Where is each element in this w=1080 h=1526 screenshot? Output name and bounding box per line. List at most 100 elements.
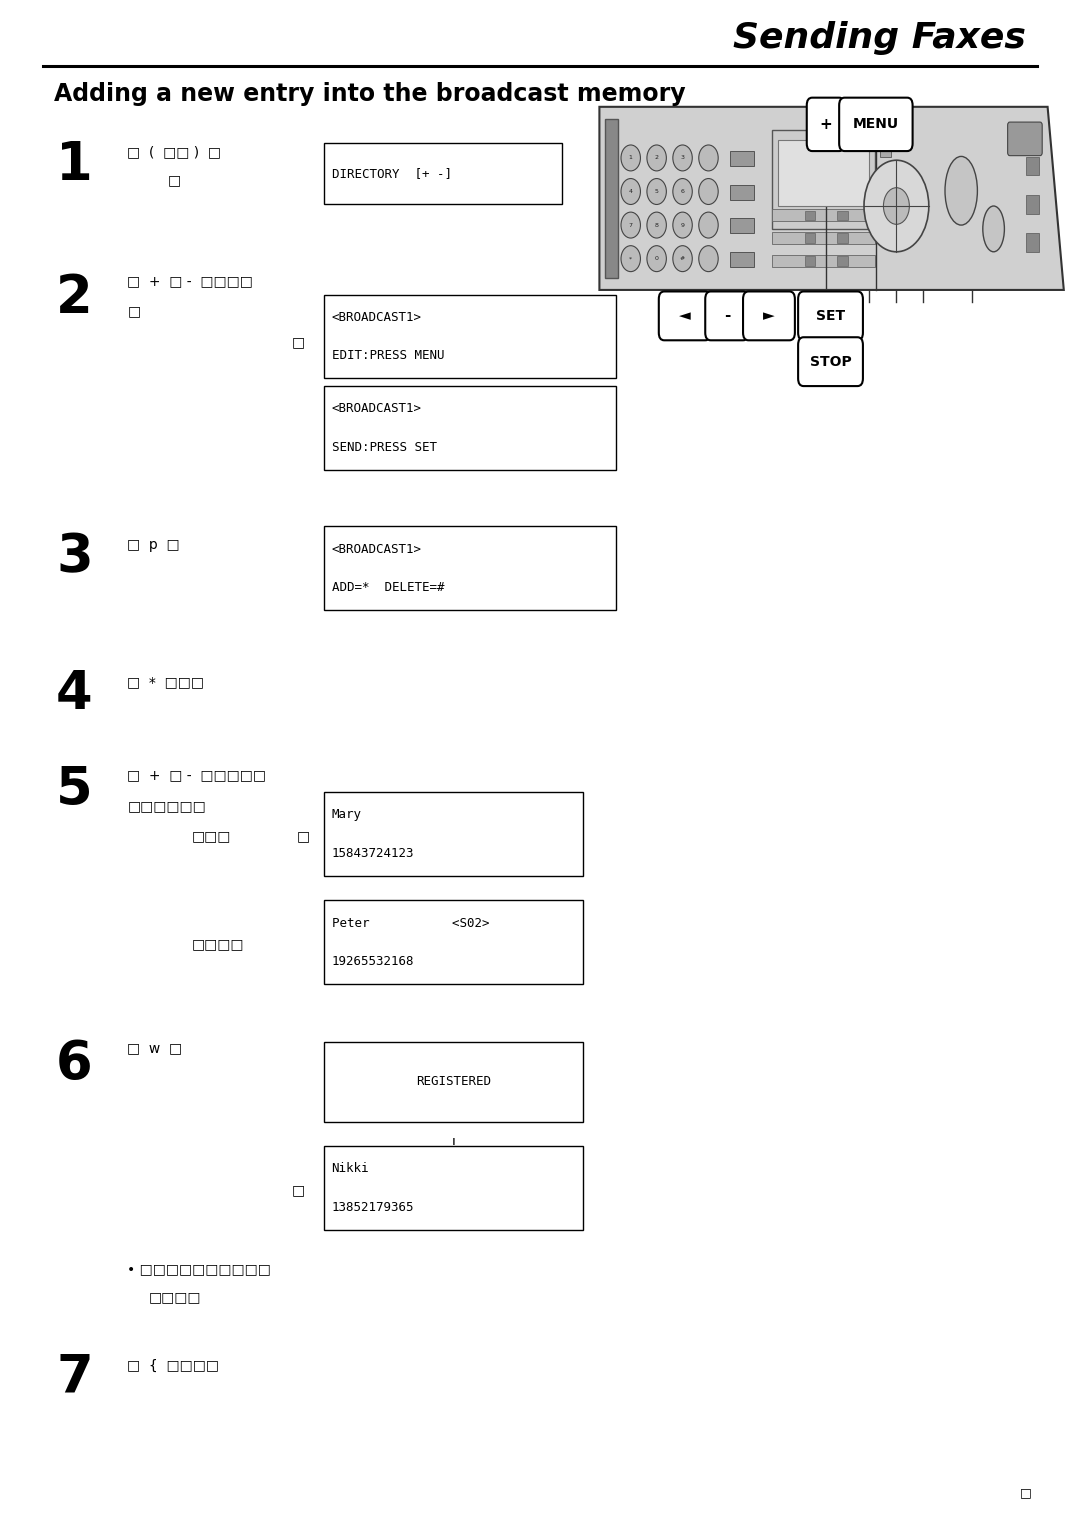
Text: □  {  □□□□: □ { □□□□ (127, 1358, 219, 1373)
FancyBboxPatch shape (324, 526, 616, 610)
Text: !: ! (450, 1137, 457, 1152)
Ellipse shape (945, 156, 977, 224)
Text: <BROADCAST1>: <BROADCAST1> (332, 403, 421, 415)
Circle shape (864, 160, 929, 252)
Ellipse shape (621, 246, 640, 272)
Text: ◄: ◄ (679, 308, 690, 324)
Text: □: □ (292, 334, 305, 349)
Text: MENU: MENU (853, 118, 899, 131)
FancyBboxPatch shape (659, 291, 711, 340)
Bar (805, 233, 815, 243)
Text: 19265532168: 19265532168 (332, 955, 414, 967)
Text: 8: 8 (654, 223, 659, 227)
FancyBboxPatch shape (839, 98, 913, 151)
FancyBboxPatch shape (324, 1042, 583, 1122)
FancyBboxPatch shape (798, 291, 863, 340)
Text: 1: 1 (629, 156, 633, 160)
FancyBboxPatch shape (324, 792, 583, 876)
Text: 9: 9 (680, 223, 685, 227)
Ellipse shape (699, 212, 718, 238)
FancyBboxPatch shape (772, 130, 875, 229)
Text: 5: 5 (654, 189, 659, 194)
Text: ►: ► (764, 308, 774, 324)
Bar (772, 255, 875, 267)
Text: □  *  □□□: □ * □□□ (127, 674, 204, 690)
Ellipse shape (621, 145, 640, 171)
Text: □: □ (292, 1183, 305, 1198)
Bar (837, 256, 848, 266)
FancyBboxPatch shape (324, 386, 616, 470)
Bar (1026, 157, 1039, 175)
Text: 5: 5 (56, 765, 93, 816)
Text: Nikki: Nikki (332, 1163, 369, 1175)
Text: □: □ (167, 172, 180, 188)
Text: □  p  □: □ p □ (127, 537, 180, 552)
Bar (837, 233, 848, 243)
Bar (730, 185, 754, 200)
Bar (772, 209, 875, 221)
Text: □: □ (127, 304, 140, 319)
Text: *: * (630, 256, 632, 261)
Ellipse shape (699, 179, 718, 204)
FancyBboxPatch shape (798, 337, 863, 386)
Text: 3: 3 (680, 156, 685, 160)
Text: REGISTERED: REGISTERED (416, 1076, 491, 1088)
Bar (805, 256, 815, 266)
Text: EDIT:PRESS MENU: EDIT:PRESS MENU (332, 349, 444, 362)
Text: 4: 4 (629, 189, 633, 194)
Circle shape (883, 188, 909, 224)
FancyBboxPatch shape (807, 98, 845, 151)
Ellipse shape (647, 145, 666, 171)
Bar (730, 151, 754, 166)
FancyBboxPatch shape (324, 900, 583, 984)
Text: □  +  □ -  □□□□□: □ + □ - □□□□□ (127, 768, 267, 783)
Text: □□□□: □□□□ (192, 937, 245, 952)
Text: SET: SET (816, 308, 845, 324)
Text: □  w  □: □ w □ (127, 1041, 183, 1056)
Text: SEND:PRESS SET: SEND:PRESS SET (332, 441, 436, 453)
Text: 2: 2 (56, 272, 93, 324)
FancyBboxPatch shape (743, 291, 795, 340)
FancyBboxPatch shape (605, 119, 618, 278)
FancyBboxPatch shape (778, 140, 869, 206)
Text: □□□□□□: □□□□□□ (127, 798, 206, 813)
Text: <BROADCAST1>: <BROADCAST1> (332, 311, 421, 324)
Text: □: □ (1020, 1486, 1031, 1499)
Text: Mary: Mary (332, 809, 362, 821)
Text: 7: 7 (629, 223, 633, 227)
Text: <BROADCAST1>: <BROADCAST1> (332, 543, 421, 555)
Text: 4: 4 (56, 668, 93, 720)
Bar (805, 211, 815, 220)
Ellipse shape (983, 206, 1004, 252)
Polygon shape (599, 107, 1064, 290)
Bar (1026, 233, 1039, 252)
Ellipse shape (699, 246, 718, 272)
Text: □□□□: □□□□ (149, 1289, 202, 1305)
Text: 6: 6 (56, 1038, 93, 1090)
Text: #: # (680, 256, 685, 261)
Text: 3: 3 (56, 531, 93, 583)
Ellipse shape (621, 179, 640, 204)
Text: • □□□□□□□□□□: • □□□□□□□□□□ (127, 1262, 271, 1277)
Bar (772, 232, 875, 244)
Text: Sending Faxes: Sending Faxes (733, 21, 1026, 55)
Ellipse shape (621, 212, 640, 238)
Text: 15843724123: 15843724123 (332, 847, 414, 859)
FancyBboxPatch shape (324, 295, 616, 378)
Text: 7: 7 (56, 1352, 93, 1404)
Ellipse shape (647, 179, 666, 204)
Text: -: - (724, 308, 730, 324)
Text: Adding a new entry into the broadcast memory: Adding a new entry into the broadcast me… (54, 82, 686, 107)
Ellipse shape (647, 212, 666, 238)
FancyBboxPatch shape (1008, 122, 1042, 156)
Circle shape (892, 139, 901, 151)
Text: □□□: □□□ (192, 829, 231, 844)
FancyBboxPatch shape (324, 1146, 583, 1230)
Ellipse shape (699, 145, 718, 171)
Text: □: □ (297, 829, 310, 844)
Text: +: + (820, 118, 832, 131)
FancyBboxPatch shape (705, 291, 748, 340)
Text: 0: 0 (654, 256, 659, 261)
Ellipse shape (673, 145, 692, 171)
FancyBboxPatch shape (324, 143, 562, 204)
